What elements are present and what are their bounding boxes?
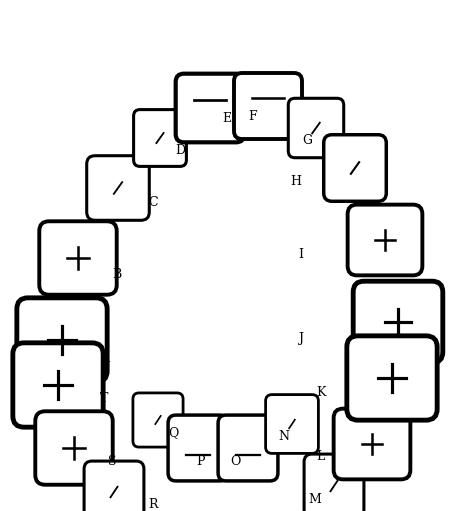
FancyBboxPatch shape	[347, 336, 437, 420]
Text: T: T	[100, 392, 108, 405]
Text: I: I	[298, 248, 303, 261]
FancyBboxPatch shape	[17, 298, 107, 382]
FancyBboxPatch shape	[304, 454, 364, 511]
Text: A: A	[100, 352, 109, 365]
FancyBboxPatch shape	[134, 109, 187, 167]
Text: S: S	[108, 455, 117, 468]
FancyBboxPatch shape	[87, 156, 149, 220]
FancyBboxPatch shape	[266, 394, 319, 453]
Text: O: O	[230, 455, 240, 468]
Text: Q: Q	[168, 426, 178, 439]
FancyBboxPatch shape	[334, 409, 410, 479]
FancyBboxPatch shape	[133, 393, 183, 447]
Text: N: N	[278, 430, 289, 443]
Text: M: M	[308, 493, 321, 506]
Text: J: J	[298, 332, 303, 345]
FancyBboxPatch shape	[218, 415, 278, 481]
FancyBboxPatch shape	[168, 415, 228, 481]
Text: B: B	[112, 268, 121, 281]
Text: F: F	[248, 110, 257, 123]
FancyBboxPatch shape	[175, 74, 244, 143]
Text: G: G	[302, 134, 312, 147]
FancyBboxPatch shape	[288, 98, 344, 158]
Text: C: C	[148, 196, 157, 209]
Text: L: L	[316, 450, 324, 463]
Text: H: H	[290, 175, 301, 188]
FancyBboxPatch shape	[39, 221, 117, 295]
FancyBboxPatch shape	[234, 73, 302, 139]
Text: R: R	[148, 498, 157, 511]
FancyBboxPatch shape	[13, 343, 103, 427]
FancyBboxPatch shape	[353, 281, 443, 363]
FancyBboxPatch shape	[35, 411, 113, 485]
Text: E: E	[222, 112, 231, 125]
FancyBboxPatch shape	[348, 204, 422, 275]
Text: K: K	[316, 386, 325, 399]
Text: D: D	[175, 144, 185, 157]
Text: P: P	[196, 455, 205, 468]
FancyBboxPatch shape	[324, 135, 386, 201]
FancyBboxPatch shape	[84, 461, 144, 511]
